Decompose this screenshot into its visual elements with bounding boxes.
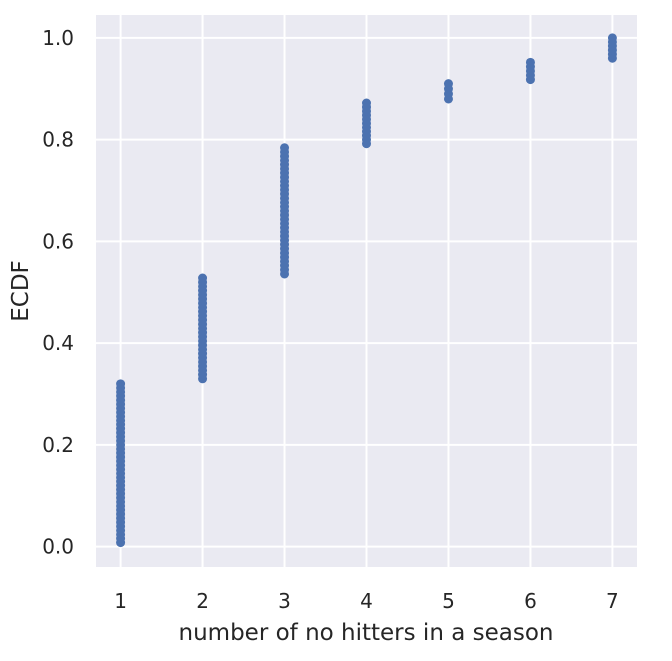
data-points [116, 33, 617, 548]
data-point [443, 79, 453, 89]
data-point [607, 33, 617, 43]
x-tick-label: 3 [278, 589, 291, 613]
x-tick-label: 1 [114, 589, 127, 613]
data-point [362, 98, 371, 108]
data-point [280, 143, 290, 153]
y-tick-label: 1.0 [42, 26, 74, 50]
x-tick-label: 5 [442, 589, 455, 613]
x-tick-label: 2 [196, 589, 209, 613]
y-tick-label: 0.4 [42, 331, 74, 355]
x-tick-label: 6 [524, 589, 537, 613]
data-point [525, 57, 535, 67]
y-tick-label: 0.2 [42, 433, 74, 457]
y-axis-label: ECDF [8, 260, 34, 322]
y-tick-label: 0.6 [42, 229, 74, 253]
x-tick-label: 7 [606, 589, 619, 613]
y-tick-label: 0.8 [42, 128, 74, 152]
data-point [116, 379, 126, 389]
y-tick-label: 0.0 [42, 535, 74, 559]
data-point [198, 273, 208, 283]
x-tick-labels: 1 2 3 4 5 6 7 [114, 589, 619, 613]
x-axis-label: number of no hitters in a season [179, 620, 554, 646]
y-tick-labels: 0.0 0.2 0.4 0.6 0.8 1.0 [42, 26, 74, 559]
x-tick-label: 4 [360, 589, 373, 613]
